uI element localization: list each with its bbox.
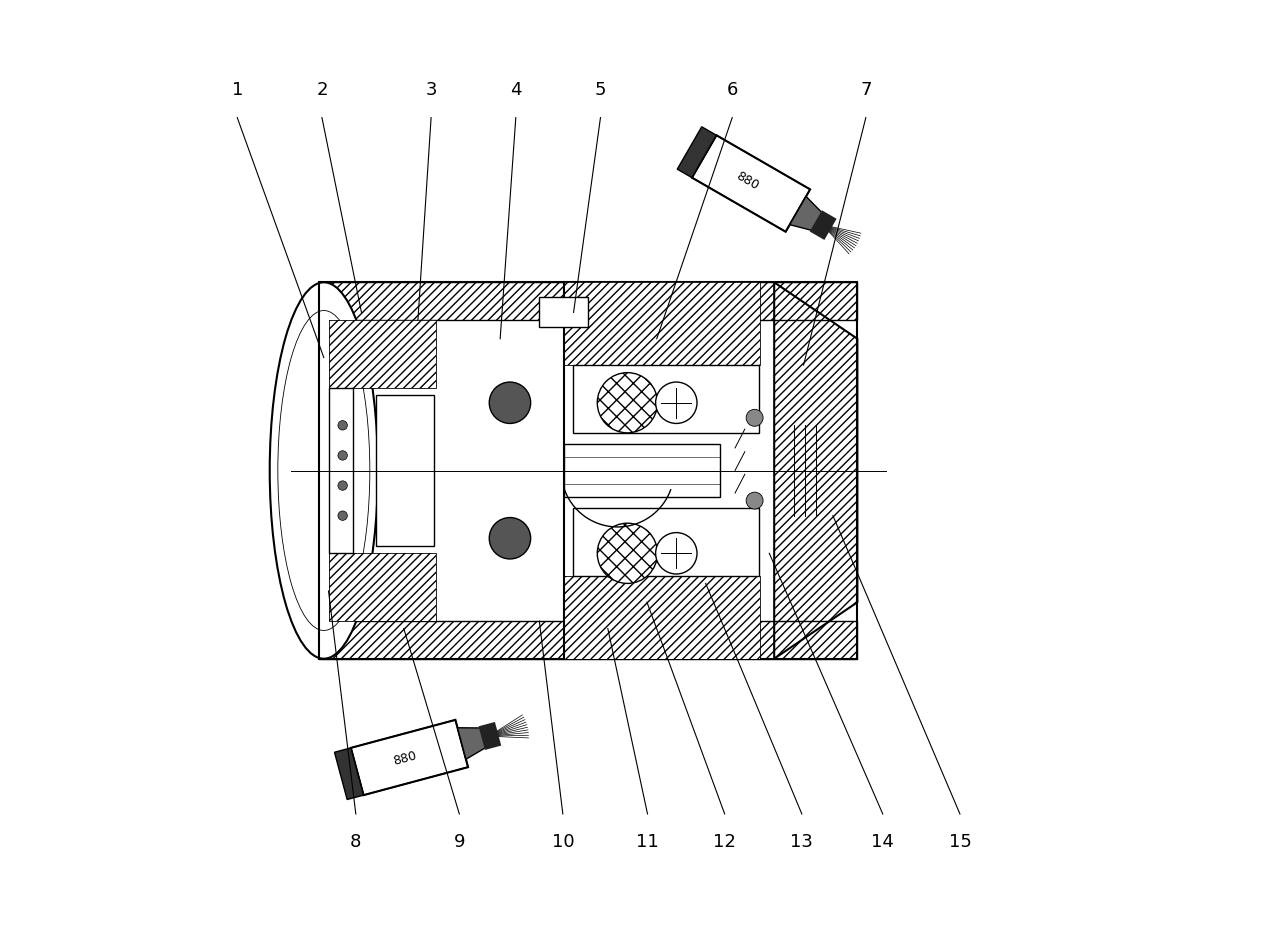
Bar	[319, 621, 858, 659]
Bar	[563, 576, 759, 659]
Bar	[329, 320, 436, 388]
Circle shape	[338, 511, 347, 520]
Text: 8: 8	[351, 833, 361, 851]
Circle shape	[338, 451, 347, 460]
Text: 6: 6	[727, 81, 737, 99]
Circle shape	[655, 533, 698, 574]
Bar	[329, 553, 436, 621]
Bar	[319, 282, 858, 320]
Bar	[563, 282, 759, 365]
Text: 5: 5	[595, 81, 607, 99]
Bar	[329, 320, 436, 388]
Ellipse shape	[294, 367, 353, 574]
Circle shape	[598, 373, 658, 433]
Text: 3: 3	[425, 81, 436, 99]
Text: 880: 880	[733, 169, 760, 193]
Bar	[375, 395, 434, 546]
Polygon shape	[457, 727, 486, 759]
Circle shape	[598, 523, 658, 583]
Polygon shape	[479, 722, 502, 750]
Bar	[329, 388, 353, 553]
Polygon shape	[790, 197, 823, 231]
Text: 7: 7	[860, 81, 872, 99]
Bar	[563, 444, 721, 497]
Bar	[563, 576, 759, 659]
Bar	[539, 297, 589, 327]
Text: 1: 1	[232, 81, 243, 99]
Polygon shape	[692, 136, 810, 231]
Text: 14: 14	[872, 833, 895, 851]
Text: 880: 880	[392, 749, 419, 768]
Circle shape	[489, 518, 531, 559]
Ellipse shape	[310, 423, 338, 518]
Text: 11: 11	[636, 833, 659, 851]
Ellipse shape	[270, 282, 378, 659]
Text: 12: 12	[713, 833, 736, 851]
Bar	[329, 553, 436, 621]
Bar	[563, 282, 759, 365]
Text: 4: 4	[509, 81, 521, 99]
Circle shape	[489, 382, 531, 423]
Bar	[319, 621, 858, 659]
Bar	[573, 365, 759, 433]
Ellipse shape	[285, 339, 362, 602]
Polygon shape	[351, 720, 468, 795]
Circle shape	[746, 409, 763, 426]
Polygon shape	[334, 748, 364, 800]
Text: 13: 13	[791, 833, 813, 851]
Ellipse shape	[302, 395, 346, 546]
Text: 2: 2	[316, 81, 328, 99]
Circle shape	[746, 492, 763, 509]
Polygon shape	[677, 127, 717, 178]
Text: 15: 15	[948, 833, 972, 851]
Polygon shape	[774, 282, 858, 659]
Polygon shape	[810, 210, 837, 240]
Bar	[573, 508, 759, 576]
Bar	[319, 282, 858, 659]
Ellipse shape	[278, 311, 370, 630]
Circle shape	[338, 421, 347, 430]
Circle shape	[655, 382, 698, 423]
Bar	[319, 282, 858, 320]
Text: 9: 9	[453, 833, 465, 851]
Circle shape	[338, 481, 347, 490]
Text: 10: 10	[552, 833, 575, 851]
